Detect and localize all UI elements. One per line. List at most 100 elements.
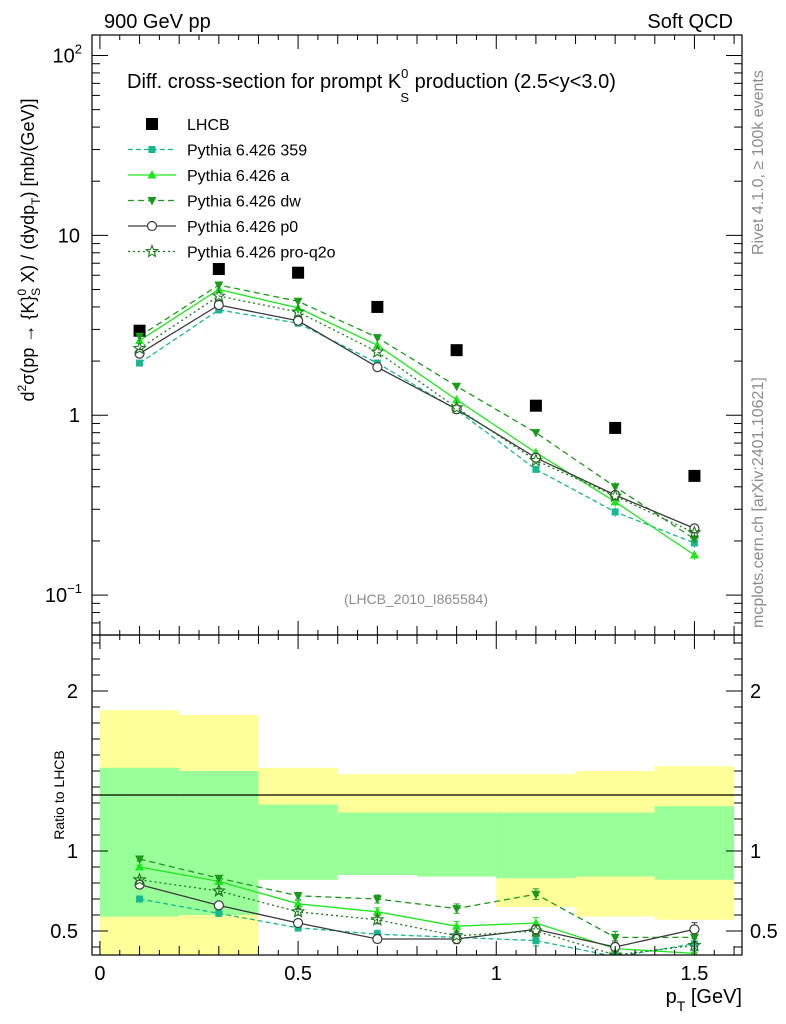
x-axis-label: pT [GeV] [666, 986, 742, 1014]
legend-marker-1 [148, 146, 156, 153]
main-line-4 [139, 304, 695, 529]
ratio-point-4 [372, 933, 383, 945]
ratio-point-3 [214, 874, 224, 884]
ratio-point-5 [608, 947, 623, 955]
main-point-2 [689, 550, 699, 559]
main-point-3 [452, 382, 462, 392]
ratio-line-5 [139, 879, 695, 955]
ratio-point-3 [452, 905, 462, 914]
ratio-point-4 [689, 924, 700, 935]
band-stat-0 [99, 767, 180, 917]
analysis-tag: (LHCB_2010_I865584) [344, 591, 488, 607]
legend-label-5: Pythia 6.426 pro-q2o [187, 245, 336, 262]
main-point-3 [214, 281, 224, 290]
main-point-3 [689, 535, 699, 545]
ratio-y-tick-label: 1 [67, 841, 78, 863]
main-y-tick-label: 10−1 [45, 581, 82, 607]
ratio-point-3 [610, 933, 620, 943]
ratio-point-5 [132, 872, 147, 886]
legend-marker-3 [147, 197, 157, 206]
band-stat-4 [417, 812, 497, 877]
band-stat-7 [654, 806, 735, 880]
ratio-point-5 [211, 883, 226, 898]
main-point-4 [134, 348, 145, 359]
main-point-2 [372, 340, 382, 349]
main-point-0 [212, 263, 225, 276]
side-label-mcplots: mcplots.cern.ch [arXiv:2401.10621] [750, 377, 767, 628]
main-y-tick-label: 102 [53, 41, 82, 67]
x-tick-label: 1 [491, 963, 502, 985]
ratio-point-2 [372, 906, 382, 916]
legend-label-2: Pythia 6.426 a [187, 168, 289, 185]
main-point-3 [610, 483, 620, 492]
main-point-0 [688, 469, 701, 482]
ratio-point-2 [452, 921, 462, 930]
main-point-0 [609, 421, 622, 434]
main-point-5 [290, 304, 306, 318]
main-point-0 [371, 300, 384, 313]
chart-title: Diff. cross-section for prompt K0 S produ… [127, 66, 616, 105]
main-point-5 [132, 341, 147, 355]
ratio-tick-labels: 0.5 0.5 1 1 2 2 0 0.5 1 1.5 [50, 681, 778, 985]
main-panel: 10−1 1 10 102 Diff. cross-section for promp… [15, 34, 743, 636]
main-point-5 [370, 344, 385, 358]
main-y-tick-label: 1 [69, 405, 80, 427]
ratio-y-tick-label-right: 2 [750, 681, 761, 703]
ratio-point-2 [135, 862, 145, 871]
main-markers [132, 263, 702, 559]
main-point-5 [608, 488, 623, 503]
main-error-bars [614, 482, 695, 560]
main-point-4 [372, 362, 383, 373]
ratio-y-tick-label: 0.5 [50, 921, 78, 943]
side-label-rivet: Rivet 4.1.0, ≥ 100k events [750, 70, 767, 255]
main-point-4 [292, 315, 304, 326]
ratio-point-4 [292, 917, 304, 929]
main-point-3 [135, 332, 145, 342]
ratio-uncertainty-bands [99, 710, 735, 955]
main-point-0 [450, 344, 463, 357]
main-point-5 [211, 288, 226, 303]
ratio-point-2 [531, 918, 541, 927]
ratio-line-3 [139, 858, 695, 939]
ratio-line-1 [139, 898, 695, 955]
x-tick-label: 1.5 [681, 963, 709, 985]
legend-label-4: Pythia 6.426 p0 [187, 219, 298, 236]
legend-marker-5 [144, 243, 160, 258]
ratio-point-2 [293, 898, 303, 908]
legend-marker-0 [146, 118, 158, 130]
ratio-point-3 [531, 890, 541, 900]
main-point-3 [531, 429, 541, 438]
main-point-5 [687, 525, 702, 539]
ratio-point-5 [449, 928, 464, 942]
legend: LHCB Pythia 6.426 359 Pythia 6.426 a Pythia… [128, 117, 336, 262]
ratio-panel: 0.5 0.5 1 1 2 2 0 0.5 1 1.5 Ratio to LHCB pT [GeV… [50, 634, 778, 1014]
main-point-4 [213, 299, 224, 311]
main-point-3 [372, 334, 382, 343]
ratio-point-1 [215, 909, 223, 917]
ratio-point-1 [532, 937, 540, 945]
ratio-point-4 [134, 879, 145, 890]
header-left: 900 GeV pp [104, 11, 211, 33]
legend-marker-2 [147, 170, 157, 179]
main-point-3 [293, 297, 303, 307]
main-point-1 [136, 359, 144, 367]
ratio-point-5 [290, 904, 306, 918]
main-y-axis-label: d2σ(pp → {K}0S X) / (dydpT) [mb/(GeV)] [15, 99, 43, 402]
band-stat-5 [496, 812, 576, 879]
ratio-point-4 [213, 900, 224, 911]
ratio-y-tick-label: 2 [67, 681, 78, 703]
main-line-1 [139, 309, 695, 544]
band-stat-6 [575, 812, 655, 877]
main-y-tick-label: 10 [58, 225, 80, 247]
x-tick-label: 0 [94, 963, 105, 985]
ratio-point-5 [370, 912, 385, 926]
main-point-2 [452, 394, 462, 404]
ratio-point-1 [136, 895, 144, 903]
main-point-1 [532, 465, 540, 473]
main-point-2 [610, 496, 620, 506]
legend-marker-4 [146, 220, 158, 232]
main-y-tick-labels: 10−1 1 10 102 [45, 41, 82, 607]
x-tick-label: 0.5 [284, 963, 312, 985]
main-point-5 [528, 452, 544, 467]
